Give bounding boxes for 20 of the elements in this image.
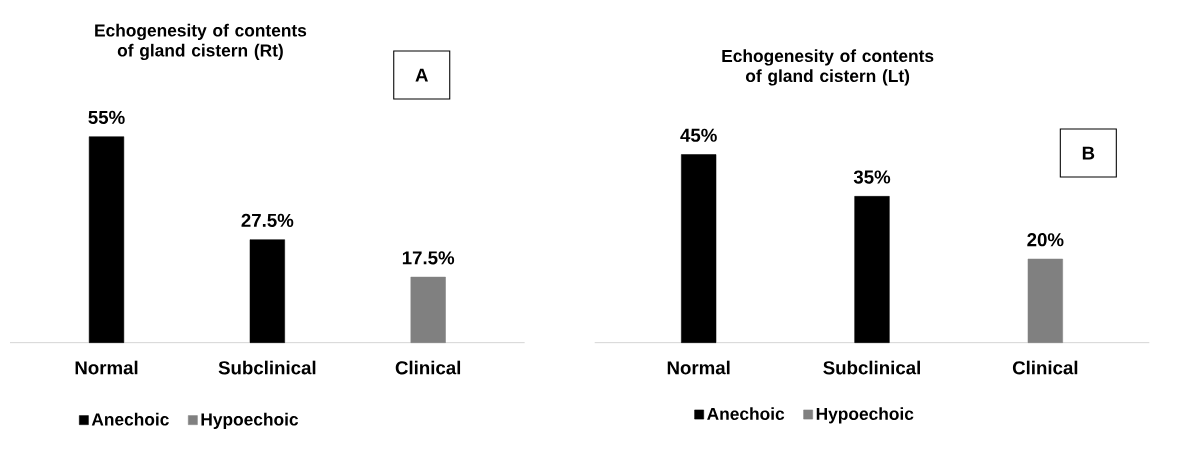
x-tick-label: Clinical bbox=[395, 360, 461, 375]
chart-title: Echogenesity of contents of gland cistern (Rt) bbox=[95, 23, 307, 61]
legend-label: Anechoic bbox=[707, 407, 785, 420]
x-tick-label: Subclinical bbox=[218, 360, 316, 375]
chart-title: Echogenesity of contents of gland cistern (Lt) bbox=[722, 49, 934, 86]
x-tick-label: Normal bbox=[667, 360, 730, 375]
data-label: 17.5% bbox=[402, 251, 455, 265]
data-label: 55% bbox=[88, 110, 125, 124]
data-label: 20% bbox=[1027, 233, 1064, 247]
legend-label: Hypoechoic bbox=[201, 412, 299, 429]
text: A bbox=[415, 68, 428, 82]
x-tick-label: Clinical bbox=[1012, 360, 1078, 375]
data-label: 27.5% bbox=[241, 213, 294, 227]
data-label: 45% bbox=[680, 128, 717, 142]
x-tick-label: Subclinical bbox=[823, 360, 920, 375]
annotation: B bbox=[1082, 146, 1095, 160]
legend-label: Anechoic bbox=[91, 412, 169, 426]
x-tick-label: Normal bbox=[75, 360, 138, 375]
data-label: 35% bbox=[853, 170, 891, 184]
legend-label: Hypoechoic bbox=[816, 407, 914, 424]
